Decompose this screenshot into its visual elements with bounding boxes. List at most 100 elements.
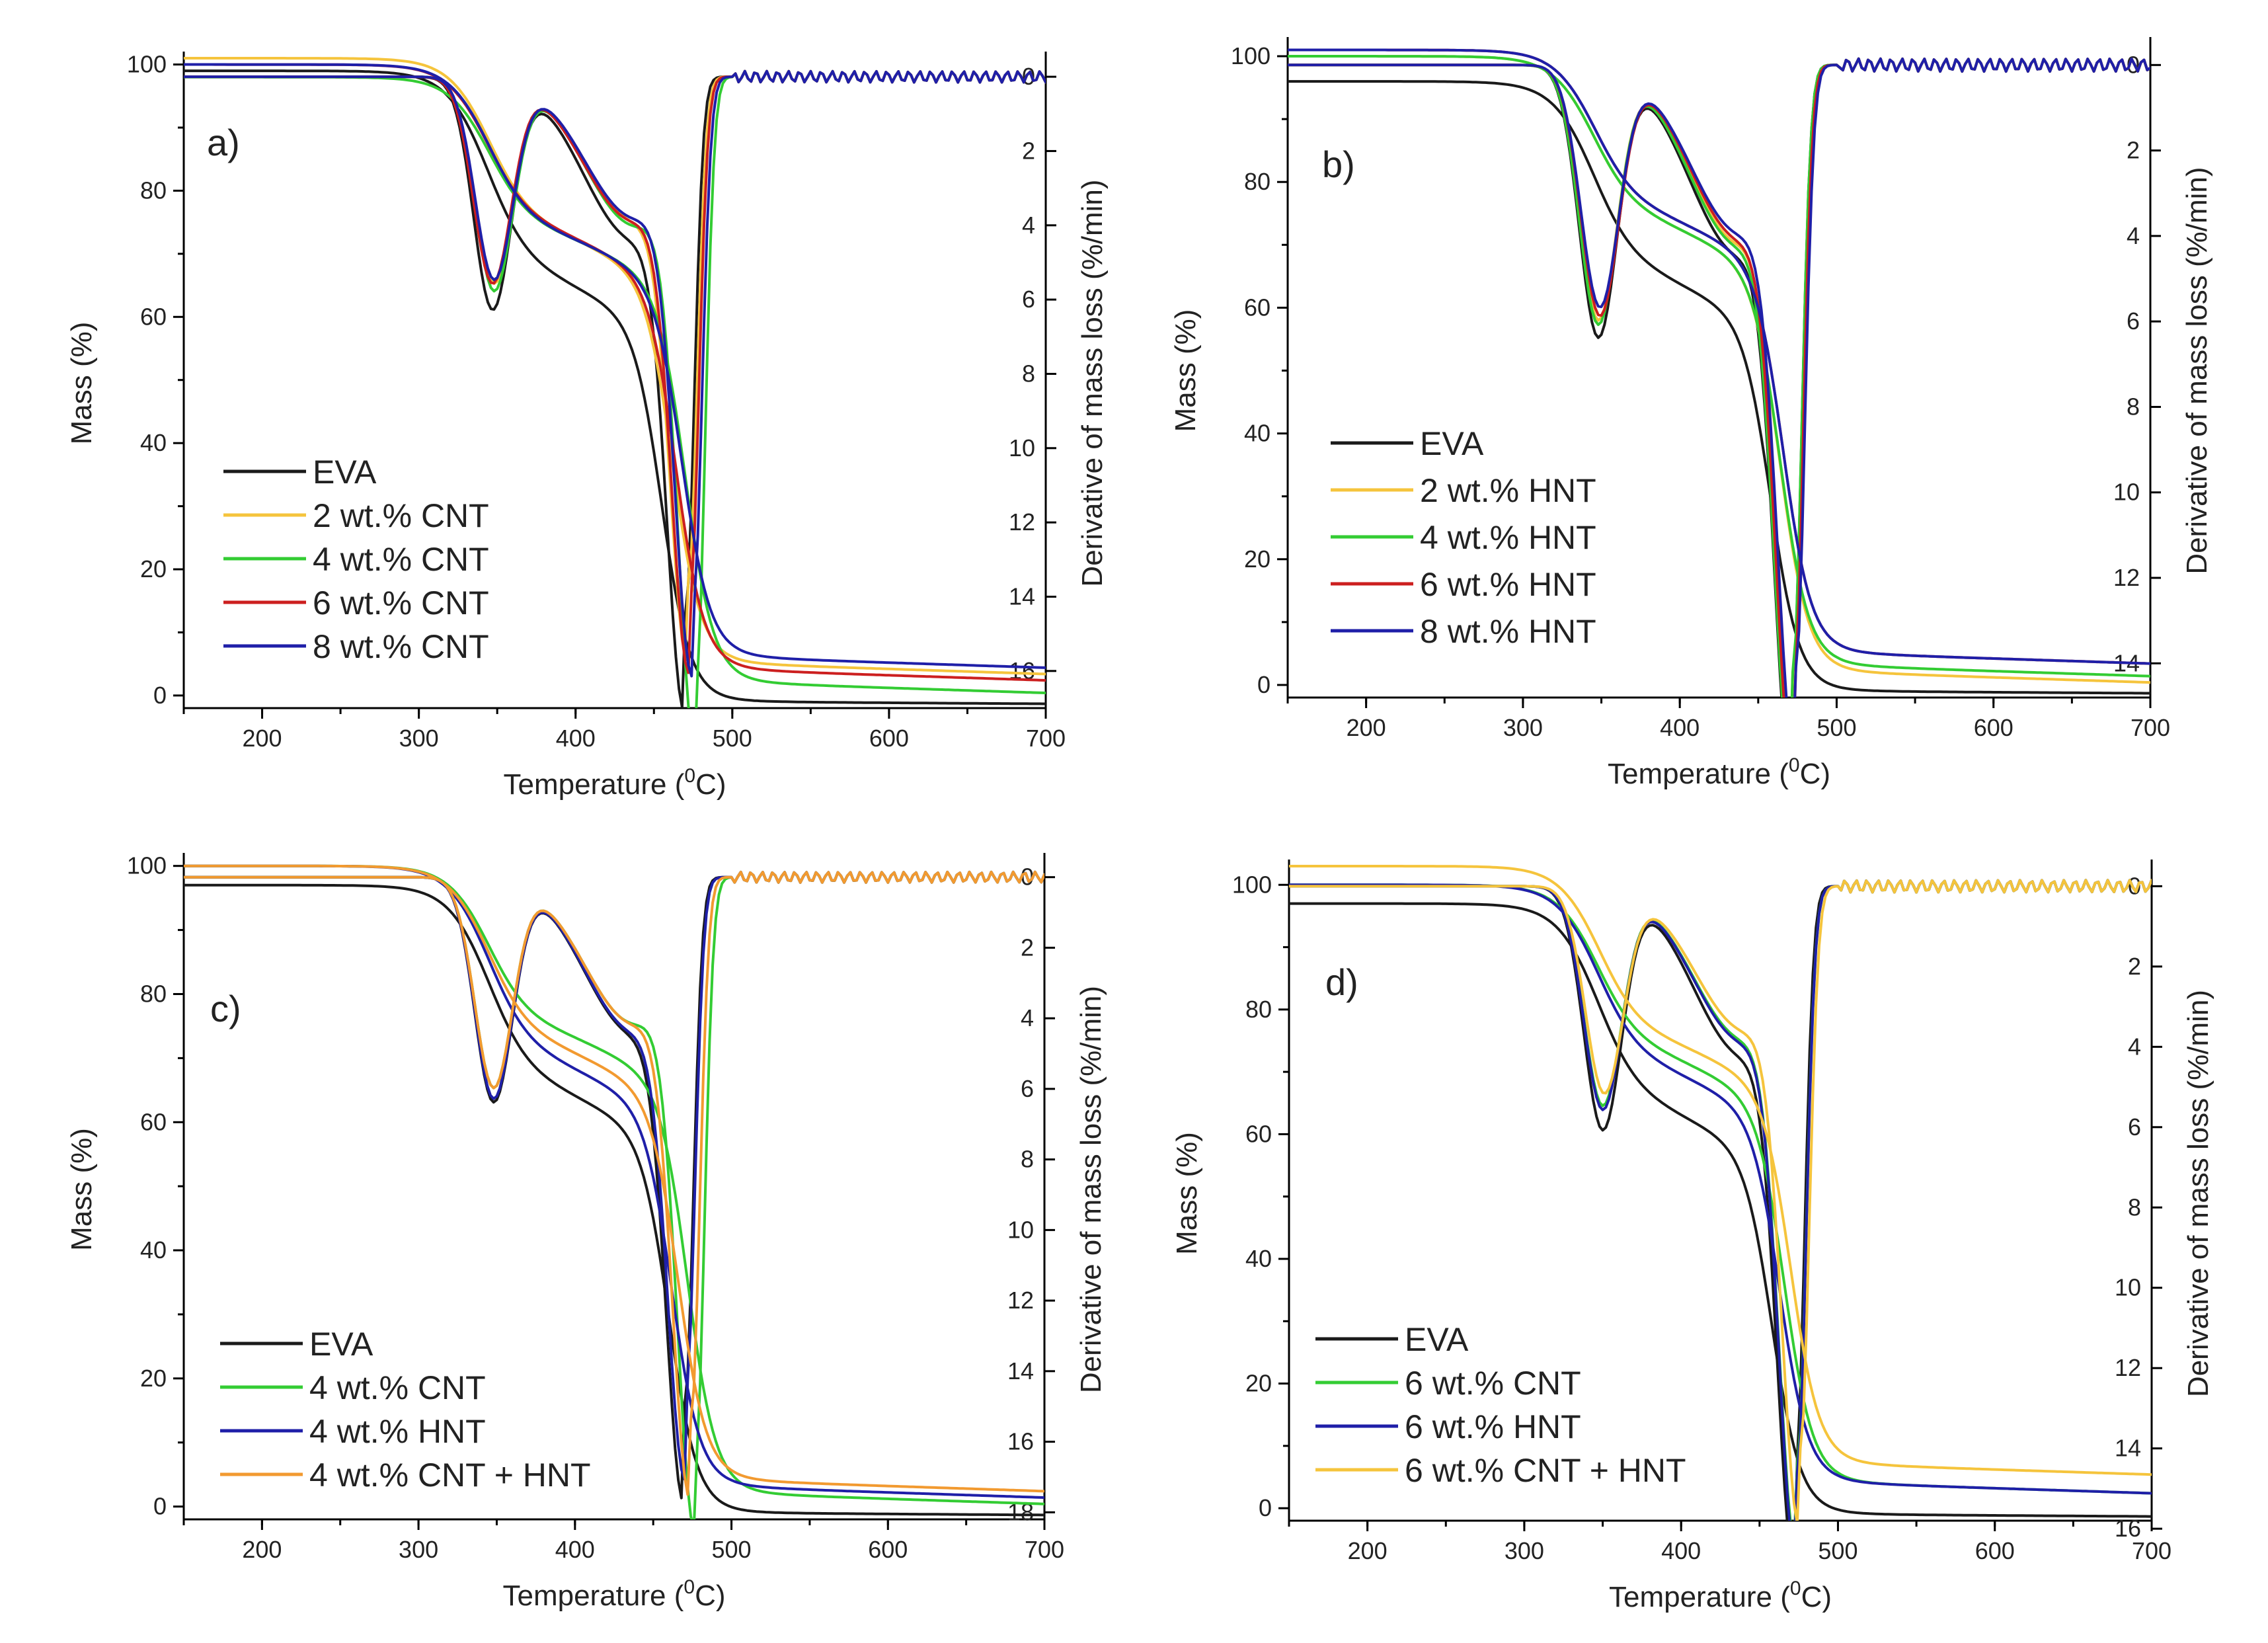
mass-curve xyxy=(1288,48,2150,665)
x-tick-label: 600 xyxy=(869,725,909,752)
legend-label: 6 wt.% HNT xyxy=(1405,1408,1581,1445)
y-tick-label: 100 xyxy=(1232,871,1272,898)
y-axis-title: Mass (%) xyxy=(1169,309,1202,432)
y2-axis-title: Derivative of mass loss (%/min) xyxy=(1075,986,1107,1393)
x-tick-label: 200 xyxy=(1347,714,1386,741)
y-tick-label: 80 xyxy=(1245,996,1272,1023)
y2-axis-title: Derivative of mass loss (%/min) xyxy=(2182,990,2214,1397)
y-tick-label: 60 xyxy=(140,1108,167,1135)
x-tick-label: 700 xyxy=(1025,1536,1064,1563)
y-tick-label: 60 xyxy=(1245,1120,1272,1147)
y-axis-title: Mass (%) xyxy=(65,322,98,445)
y2-tick-label: 8 xyxy=(1022,360,1035,387)
x-axis-title-unit: C) xyxy=(695,768,726,801)
y-tick-label: 100 xyxy=(127,51,167,78)
y-tick-label: 20 xyxy=(1244,545,1271,573)
mass-curve xyxy=(1288,55,2150,684)
x-axis-title: Temperature (0C) xyxy=(503,765,726,801)
panel-label: a) xyxy=(207,122,240,163)
y2-tick-label: 8 xyxy=(2127,393,2140,420)
x-tick-label: 200 xyxy=(243,725,282,752)
legend-label: 6 wt.% CNT + HNT xyxy=(1405,1452,1686,1489)
mass-curve xyxy=(1289,883,2152,1495)
legend-label: EVA xyxy=(1420,425,1484,462)
mass-curve xyxy=(184,883,1044,1517)
x-axis-title: Temperature (0C) xyxy=(1609,1578,1832,1613)
legend-label: EVA xyxy=(1405,1321,1469,1358)
dtg-curve xyxy=(1288,57,2150,698)
x-axis-title-superscript: 0 xyxy=(684,765,695,787)
x-tick-label: 400 xyxy=(1660,714,1700,741)
y2-tick-label: 6 xyxy=(1021,1075,1034,1102)
plot-area xyxy=(1288,48,2150,698)
legend-label: EVA xyxy=(313,454,377,491)
x-axis-title: Temperature (0C) xyxy=(1608,754,1830,790)
x-axis-title-unit: C) xyxy=(695,1580,725,1612)
mass-curve xyxy=(184,63,1046,669)
y-tick-label: 40 xyxy=(140,429,167,456)
y2-axis-title: Derivative of mass loss (%/min) xyxy=(1076,179,1109,586)
plot-area xyxy=(184,57,1046,708)
y2-tick-label: 10 xyxy=(1009,434,1035,461)
x-tick-label: 500 xyxy=(1817,714,1856,741)
x-tick-label: 300 xyxy=(1505,1537,1544,1564)
dtg-curve xyxy=(184,69,1046,678)
x-axis-title-main: Temperature ( xyxy=(1609,1581,1790,1613)
x-axis-title-main: Temperature ( xyxy=(1608,758,1789,790)
y2-tick-label: 12 xyxy=(1009,508,1035,536)
y2-tick-label: 10 xyxy=(1007,1216,1034,1243)
dtg-curve xyxy=(1289,879,2152,1521)
y-tick-label: 20 xyxy=(140,1365,167,1392)
mass-curve xyxy=(1289,883,2152,1495)
legend-label: 4 wt.% CNT xyxy=(313,541,489,578)
dtg-curve xyxy=(1288,57,2150,698)
mass-curve xyxy=(184,864,1044,1493)
y-tick-label: 0 xyxy=(1257,671,1271,698)
y-tick-label: 100 xyxy=(1231,42,1271,69)
x-tick-label: 300 xyxy=(399,725,439,752)
y2-tick-label: 4 xyxy=(1021,1004,1034,1031)
y2-tick-label: 8 xyxy=(2128,1193,2141,1221)
legend-label: 2 wt.% CNT xyxy=(313,497,489,534)
x-tick-label: 700 xyxy=(2132,1537,2171,1564)
y2-tick-label: 12 xyxy=(2115,1354,2141,1381)
x-tick-label: 700 xyxy=(2131,714,2170,741)
panel-d: 200 300 400 500 600 700 0 20 40 60 80 100 0 2 4 6 8 10 12 1… xyxy=(1171,860,2214,1613)
mass-curve xyxy=(1289,865,2152,1476)
legend-label: 4 wt.% HNT xyxy=(1420,519,1596,556)
y-tick-label: 20 xyxy=(140,555,167,582)
y-tick-label: 40 xyxy=(1244,420,1271,447)
y-tick-label: 100 xyxy=(127,852,167,879)
panel-c: 200 300 400 500 600 700 0 20 40 60 80 100 0 2 4 6 8 10 12 1… xyxy=(65,852,1107,1612)
x-axis-title-superscript: 0 xyxy=(684,1576,695,1598)
y2-tick-label: 4 xyxy=(2128,1033,2141,1060)
y-tick-label: 20 xyxy=(1245,1370,1272,1397)
y-tick-label: 80 xyxy=(140,177,167,204)
y2-tick-label: 16 xyxy=(1007,1428,1034,1455)
x-tick-label: 600 xyxy=(1974,714,2014,741)
y2-tick-label: 6 xyxy=(2127,307,2140,335)
legend-label: EVA xyxy=(309,1326,373,1363)
mass-curve xyxy=(1288,80,2150,695)
y2-axis-title: Derivative of mass loss (%/min) xyxy=(2181,167,2213,574)
mass-curve xyxy=(1288,55,2150,678)
x-axis-title-main: Temperature ( xyxy=(503,768,684,801)
dtg-curve xyxy=(184,870,1044,1496)
legend-label: 8 wt.% CNT xyxy=(313,628,489,665)
dtg-curve xyxy=(184,69,1046,674)
y2-tick-label: 14 xyxy=(1007,1357,1034,1384)
x-tick-label: 600 xyxy=(868,1536,908,1563)
x-tick-label: 400 xyxy=(555,1536,595,1563)
x-tick-label: 700 xyxy=(1026,725,1066,752)
y-tick-label: 0 xyxy=(153,682,167,709)
mass-curve xyxy=(1288,48,2150,665)
y-tick-label: 0 xyxy=(153,1493,167,1520)
mass-curve xyxy=(184,864,1044,1505)
legend-label: 6 wt.% HNT xyxy=(1420,566,1596,603)
y2-tick-label: 2 xyxy=(1021,934,1034,961)
dtg-curve xyxy=(1288,57,2150,698)
plot-area xyxy=(184,864,1044,1519)
mass-curve xyxy=(184,57,1046,676)
